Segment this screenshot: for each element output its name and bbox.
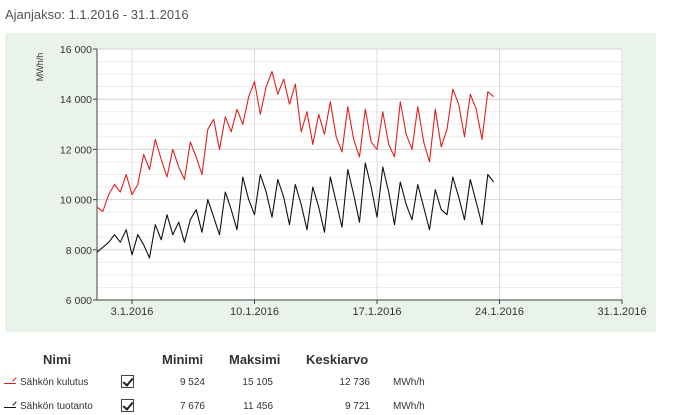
period-label: Ajanjakso: 1.1.2016 - 31.1.2016 xyxy=(5,7,189,22)
header-name: Nimi xyxy=(43,352,72,367)
y-tick-label: 8 000 xyxy=(66,245,92,257)
header-min: Minimi xyxy=(162,352,204,367)
max-value: 15 105 xyxy=(242,377,273,388)
series-name: Sähkön kulutus xyxy=(20,377,89,388)
avg-value: 9 721 xyxy=(344,401,370,412)
unit-label: MWh/h xyxy=(393,401,425,412)
min-value: 9 524 xyxy=(179,377,205,388)
series-name: Sähkön tuotanto xyxy=(20,401,93,412)
x-tick-label: 24.1.2016 xyxy=(475,306,524,318)
chart-panel: 6 000 8 000 10 000 12 000 14 000 16 000 3.1.20… xyxy=(5,33,656,332)
y-tick-label: 10 000 xyxy=(60,195,92,207)
unit-label: MWh/h xyxy=(393,377,425,388)
max-value: 11 456 xyxy=(243,401,273,412)
avg-value: 12 736 xyxy=(339,377,370,388)
min-value: 7 676 xyxy=(179,401,205,412)
series-visibility-checkbox[interactable] xyxy=(121,375,134,388)
legend-row-production: Sähkön tuotanto 7 676 11 456 9 721 MWh/h xyxy=(0,397,685,415)
legend-row-consumption: Sähkön kulutus 9 524 15 105 12 736 MWh/h xyxy=(0,373,685,395)
series-line-production xyxy=(96,162,495,259)
series-swatch-black xyxy=(4,407,16,408)
y-axis-label: MWh/h xyxy=(35,53,45,82)
x-tick-label: 10.1.2016 xyxy=(230,306,279,318)
legend-table: Nimi Minimi Maksimi Keskiarvo Sähkön kul… xyxy=(0,348,685,415)
series-visibility-checkbox[interactable] xyxy=(121,399,134,412)
y-tick-label: 12 000 xyxy=(60,144,92,156)
x-tick-label: 17.1.2016 xyxy=(353,306,402,318)
y-tick-label: 14 000 xyxy=(60,94,92,106)
x-tick-label: 3.1.2016 xyxy=(111,306,154,318)
y-tick-label: 6 000 xyxy=(66,295,92,307)
header-avg: Keskiarvo xyxy=(306,352,369,367)
line-chart: 6 000 8 000 10 000 12 000 14 000 16 000 3.1.20… xyxy=(35,44,647,318)
y-tick-label: 16 000 xyxy=(60,44,92,56)
header-max: Maksimi xyxy=(229,352,281,367)
series-swatch-red xyxy=(4,383,16,384)
x-tick-label: 31.1.2016 xyxy=(598,306,647,318)
series-line-consumption xyxy=(96,70,495,213)
